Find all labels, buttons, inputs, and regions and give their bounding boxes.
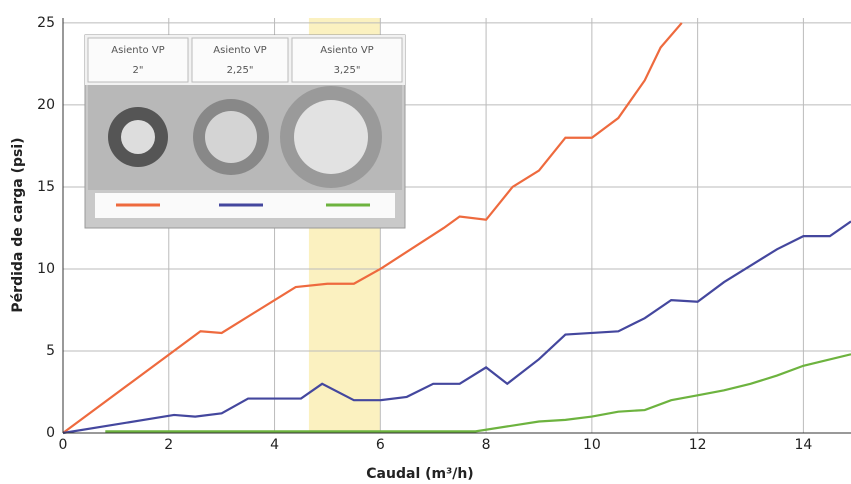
legend-inset: Asiento VP 2" Asiento VP 2,25" Asiento VP 3,2… — [85, 35, 405, 228]
legend-title: Asiento VP — [320, 45, 373, 56]
x-axis-label: Caudal (m³/h) — [366, 466, 473, 482]
legend-label: 2" — [133, 65, 144, 76]
y-tick-label: 5 — [46, 343, 55, 359]
x-tick-label: 0 — [59, 437, 68, 453]
series-line — [105, 354, 851, 431]
x-tick-label: 12 — [689, 437, 707, 453]
x-tick-label: 10 — [583, 437, 601, 453]
series-line — [63, 221, 851, 433]
y-tick-label: 25 — [37, 15, 55, 31]
ring-hole — [205, 111, 257, 163]
x-tick-label: 2 — [164, 437, 173, 453]
chart: Caudal (m³/h) Pérdida de carga (psi) Asi… — [0, 0, 851, 484]
x-tick-label: 6 — [376, 437, 385, 453]
y-axis-label: Pérdida de carga (psi) — [10, 137, 26, 312]
x-tick-label: 8 — [482, 437, 491, 453]
legend-title: Asiento VP — [213, 45, 266, 56]
legend-label: 3,25" — [334, 65, 361, 76]
legend-label: 2,25" — [227, 65, 254, 76]
x-tick-label: 14 — [794, 437, 812, 453]
ring-hole — [294, 100, 368, 174]
y-tick-label: 0 — [46, 425, 55, 441]
y-tick-label: 15 — [37, 179, 55, 195]
y-tick-label: 20 — [37, 97, 55, 113]
legend-title: Asiento VP — [111, 45, 164, 56]
ring-hole — [121, 120, 155, 154]
x-tick-label: 4 — [270, 437, 279, 453]
y-tick-label: 10 — [37, 261, 55, 277]
